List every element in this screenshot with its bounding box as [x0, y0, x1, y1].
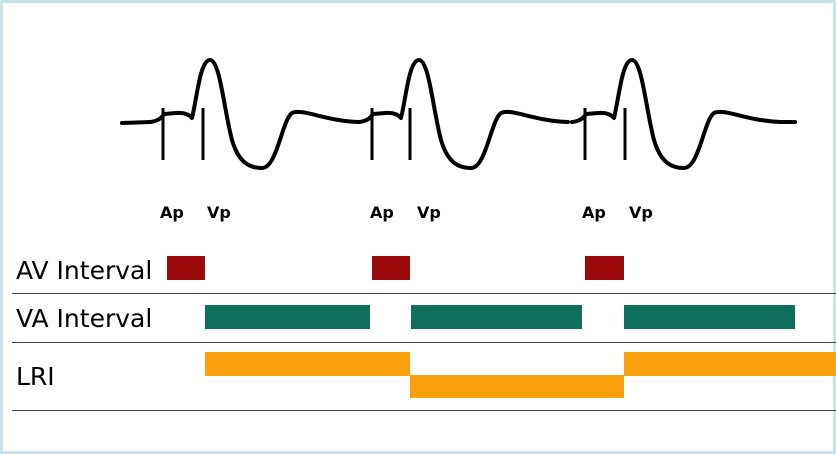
atrial-label: Ap	[160, 203, 184, 222]
separators	[12, 293, 836, 411]
lri-bars	[205, 352, 836, 398]
row-label: AV Interval	[16, 256, 152, 285]
atrial-label: Ap	[582, 203, 606, 222]
row-label: LRI	[16, 362, 55, 391]
va-bars	[205, 305, 795, 329]
ventricular-label: Vp	[207, 203, 231, 222]
ventricular-label: Vp	[629, 203, 653, 222]
row-label: VA Interval	[16, 304, 152, 333]
ventricular-label: Vp	[417, 203, 441, 222]
atrial-label: Ap	[370, 203, 394, 222]
av-bars	[167, 256, 624, 280]
pacing-spikes	[161, 108, 627, 160]
ecg-baseline	[120, 120, 152, 125]
